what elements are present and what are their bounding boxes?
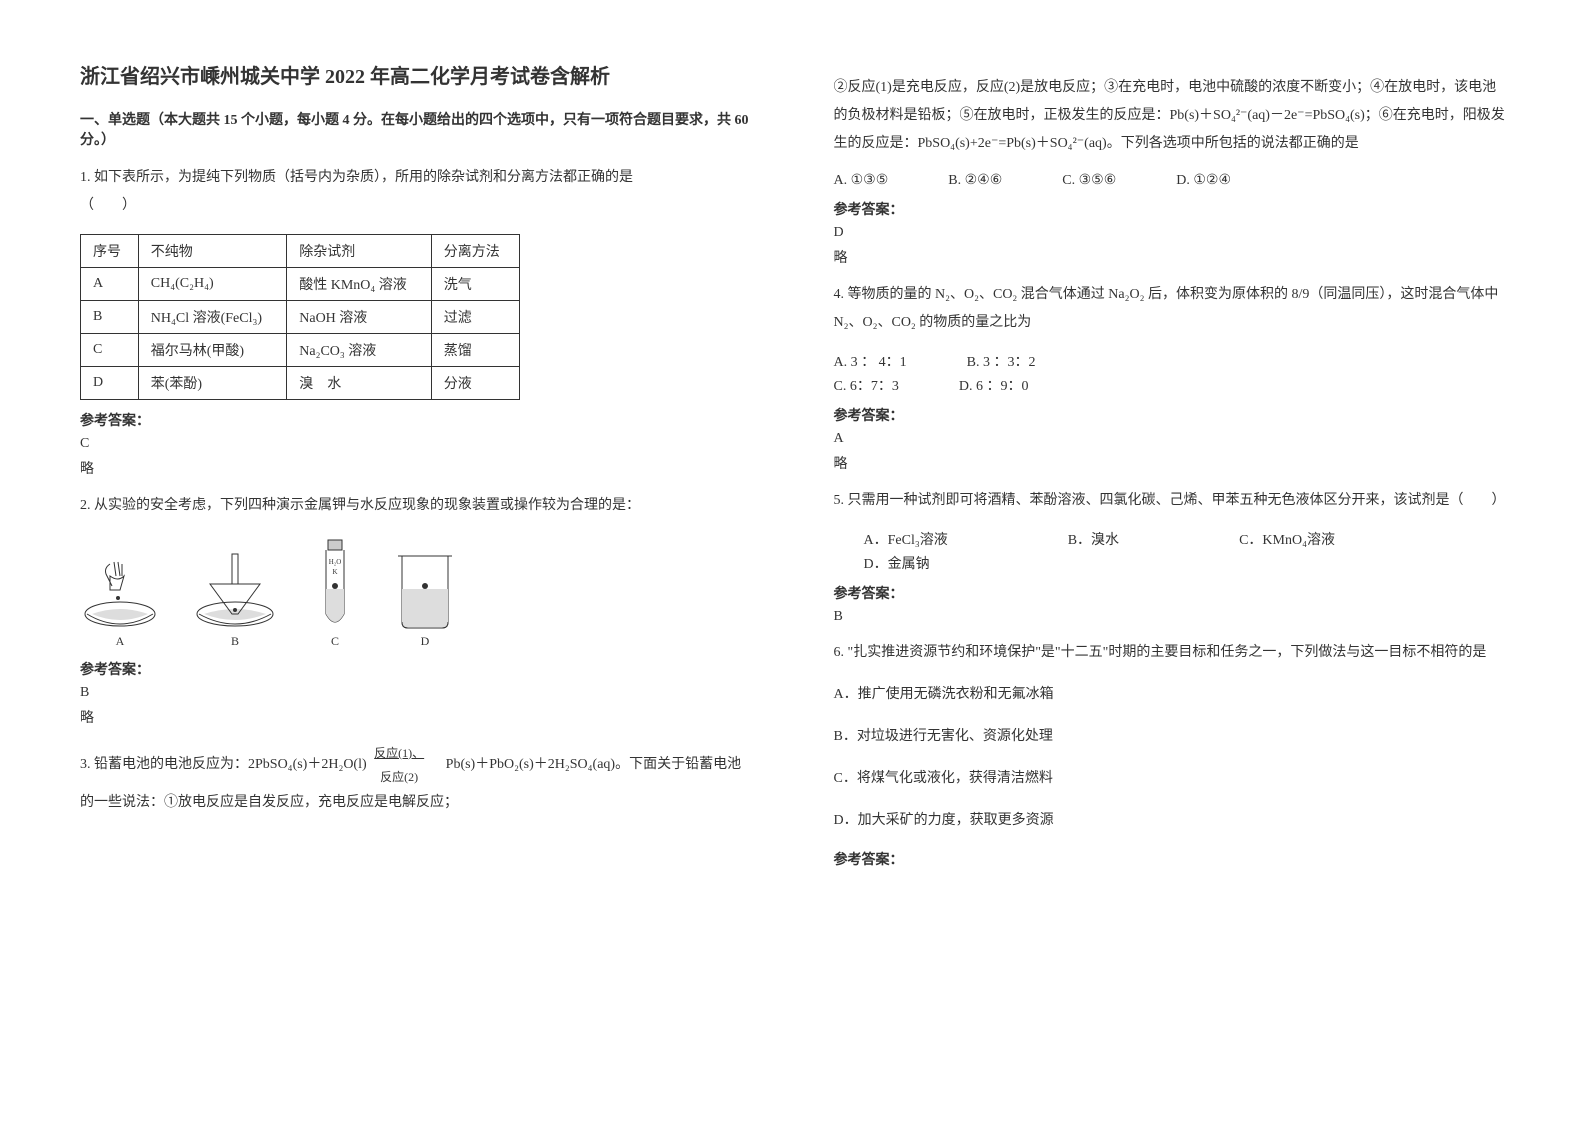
q5-answer: B [834, 609, 1508, 625]
fig-a: A [80, 554, 160, 649]
fig-c: H₂O K C [310, 534, 360, 649]
dish-funnel-icon [190, 544, 280, 634]
q3-cont: ②反应(1)是充电反应，反应(2)是放电反应；③在充电时，电池中硫酸的浓度不断变… [834, 74, 1508, 158]
opt: C．KMnO₄溶液 [1239, 529, 1335, 549]
th: 不纯物 [138, 235, 287, 268]
opt: A．推广使用无磷洗衣粉和无氟冰箱 [834, 681, 1508, 709]
q4-answer: A [834, 431, 1508, 447]
q5-stem: 5. 只需用一种试剂即可将酒精、苯酚溶液、四氯化碳、己烯、甲苯五种无色液体区分开… [834, 487, 1508, 515]
opt: B．对垃圾进行无害化、资源化处理 [834, 723, 1508, 751]
opt: A. ①③⑤ [834, 172, 889, 189]
table-row: D 苯(苯酚) 溴 水 分液 [81, 367, 520, 400]
q4-options: A. 3 ： 4：1 B. 3 ：3：2 C. 6：7：3 D. 6 ：9：0 [834, 351, 1508, 395]
answer-label: 参考答案： [834, 583, 1508, 603]
q5-options: A．FeCl₃溶液 B．溴水 C．KMnO₄溶液 D．金属钠 [834, 529, 1508, 573]
th: 除杂试剂 [287, 235, 431, 268]
q6-options: A．推广使用无磷洗衣粉和无氟冰箱 B．对垃圾进行无害化、资源化处理 C．将煤气化… [834, 681, 1508, 835]
opt: B．溴水 [1068, 529, 1119, 549]
fig-d: D [390, 544, 460, 649]
q1-stem: 1. 如下表所示，为提纯下列物质（括号内为杂质），所用的除杂试剂和分离方法都正确… [80, 164, 754, 220]
q2-figures: A B [80, 534, 754, 649]
fig-b: B [190, 544, 280, 649]
paper-title: 浙江省绍兴市嵊州城关中学 2022 年高二化学月考试卷含解析 [80, 60, 754, 89]
q6-stem: 6. "扎实推进资源节约和环境保护"是"十二五"时期的主要目标和任务之一，下列做… [834, 639, 1508, 667]
q1-table: 序号 不纯物 除杂试剂 分离方法 A CH₄(C₂H₄) 酸性 KMnO₄ 溶液… [80, 234, 520, 400]
q3-options: A. ①③⑤ B. ②④⑥ C. ③⑤⑥ D. ①②④ [834, 172, 1508, 189]
reaction-arrow-icon: 反应(1)、 反应(2) [374, 741, 424, 789]
opt: A. 3 ： 4：1 [834, 351, 907, 371]
q4-extra: 略 [834, 453, 1508, 473]
opt: B. 3 ：3：2 [967, 351, 1036, 371]
table-row: 序号 不纯物 除杂试剂 分离方法 [81, 235, 520, 268]
svg-text:H₂O: H₂O [329, 558, 342, 566]
answer-label: 参考答案： [80, 410, 754, 430]
answer-label: 参考答案： [834, 405, 1508, 425]
q2-answer: B [80, 685, 754, 701]
beaker-icon [390, 544, 460, 634]
opt: D．金属钠 [864, 553, 930, 573]
opt: C. 6：7：3 [834, 375, 899, 395]
q2-stem: 2. 从实验的安全考虑，下列四种演示金属钾与水反应现象的现象装置或操作较为合理的… [80, 492, 754, 520]
q3-answer: D [834, 225, 1508, 241]
q3-extra: 略 [834, 247, 1508, 267]
left-column: 浙江省绍兴市嵊州城关中学 2022 年高二化学月考试卷含解析 一、单选题（本大题… [80, 60, 754, 874]
table-row: C 福尔马林(甲酸) Na₂CO₃ 溶液 蒸馏 [81, 334, 520, 367]
svg-text:K: K [332, 568, 337, 576]
right-column: ②反应(1)是充电反应，反应(2)是放电反应；③在充电时，电池中硫酸的浓度不断变… [834, 60, 1508, 874]
q2-extra: 略 [80, 707, 754, 727]
dish-hand-icon [80, 554, 160, 634]
th: 序号 [81, 235, 139, 268]
q3-stem: 3. 铅蓄电池的电池反应为：2PbSO₄(s)＋2H₂O(l) 反应(1)、 反… [80, 741, 754, 817]
answer-label: 参考答案： [80, 659, 754, 679]
opt: D．加大采矿的力度，获取更多资源 [834, 807, 1508, 835]
table-row: B NH₄Cl 溶液(FeCl₃) NaOH 溶液 过滤 [81, 301, 520, 334]
test-tube-icon: H₂O K [310, 534, 360, 634]
opt: C．将煤气化或液化，获得清洁燃料 [834, 765, 1508, 793]
opt: C. ③⑤⑥ [1062, 172, 1116, 189]
section-header: 一、单选题（本大题共 15 个小题，每小题 4 分。在每小题给出的四个选项中，只… [80, 109, 754, 149]
q1-extra: 略 [80, 458, 754, 478]
q4-stem: 4. 等物质的量的 N₂、O₂、CO₂ 混合气体通过 Na₂O₂ 后，体积变为原… [834, 281, 1508, 337]
answer-label: 参考答案： [834, 849, 1508, 869]
answer-label: 参考答案： [834, 199, 1508, 219]
th: 分离方法 [431, 235, 519, 268]
opt: D. 6 ：9：0 [959, 375, 1029, 395]
table-row: A CH₄(C₂H₄) 酸性 KMnO₄ 溶液 洗气 [81, 268, 520, 301]
q1-answer: C [80, 436, 754, 452]
opt: D. ①②④ [1176, 172, 1231, 189]
opt: B. ②④⑥ [948, 172, 1002, 189]
opt: A．FeCl₃溶液 [864, 529, 948, 549]
